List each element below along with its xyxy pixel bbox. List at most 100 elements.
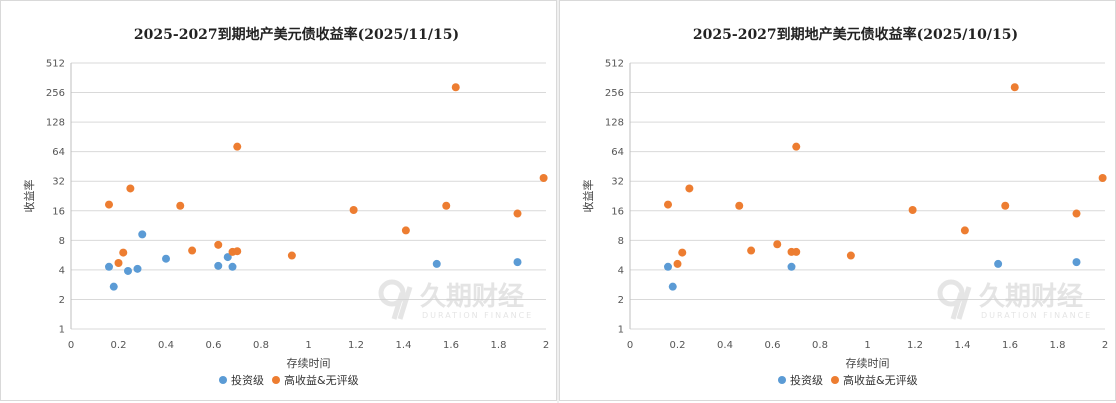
high-yield-point xyxy=(846,251,855,260)
legend-marker-investment-grade xyxy=(778,376,786,384)
x-tick-label: 2 xyxy=(1102,340,1108,351)
watermark-name: 久期财经 xyxy=(420,281,524,312)
high-yield-point xyxy=(747,246,756,255)
legend-label-investment-grade: 投资级 xyxy=(231,373,264,387)
chart-title: 2025-2027到期地产美元债收益率(2025/11/15) xyxy=(134,26,459,43)
y-tick-label: 8 xyxy=(618,236,624,247)
chart-title: 2025-2027到期地产美元债收益率(2025/10/15) xyxy=(693,26,1018,43)
investment-grade-point xyxy=(432,259,441,268)
x-tick-label: 1.4 xyxy=(955,340,971,351)
x-axis-label: 存续时间 xyxy=(846,356,890,370)
high-yield-point xyxy=(119,248,128,257)
high-yield-point xyxy=(792,142,801,151)
investment-grade-point xyxy=(223,253,232,262)
x-tick-label: 1.2 xyxy=(348,340,364,351)
watermark-subtitle: DURATION FINANCE xyxy=(982,389,1093,398)
y-tick-label: 64 xyxy=(52,147,65,158)
investment-grade-point xyxy=(664,262,672,271)
high-yield-point xyxy=(349,205,358,214)
y-tick-label: 128 xyxy=(605,118,624,129)
watermark-subtitle: DURATION FINANCE xyxy=(422,311,533,320)
y-tick-label: 4 xyxy=(59,265,65,276)
legend-label-high-yield: 高收益&无评级 xyxy=(843,373,918,387)
y-tick-label: 16 xyxy=(52,206,65,217)
chart-panel-left: 2025-2027到期地产美元债收益率(2025/11/15) 1 2 4 8 16 32 6… xyxy=(0,0,557,401)
investment-grade-point xyxy=(109,282,118,291)
investment-grade-point xyxy=(214,261,223,270)
legend-marker-investment-grade xyxy=(219,376,227,384)
y-tick-label: 2 xyxy=(618,295,624,306)
high-yield-point xyxy=(960,226,969,235)
y-tick-label: 32 xyxy=(52,177,65,188)
investment-grade-point xyxy=(124,266,132,275)
x-tick-label: 0.6 xyxy=(206,340,222,351)
watermark-name: 久期财经 xyxy=(979,281,1083,312)
y-axis-label: 收益率 xyxy=(581,180,595,213)
y-tick-label: 16 xyxy=(611,206,624,217)
investment-grade-point xyxy=(787,262,796,271)
x-tick-label: 1.6 xyxy=(443,340,459,351)
high-yield-point xyxy=(287,251,296,260)
watermark-logo-ring-icon xyxy=(378,279,406,307)
high-yield-point xyxy=(233,247,242,256)
x-tick-label: 0 xyxy=(68,340,74,351)
watermark-name: 久期财经 xyxy=(980,359,1084,390)
x-tick-label: 2 xyxy=(543,340,549,351)
y-tick-label: 256 xyxy=(46,88,65,99)
x-tick-label: 0.8 xyxy=(253,340,269,351)
x-tick-label: 1.8 xyxy=(491,340,507,351)
high-yield-point xyxy=(773,240,782,249)
investment-grade-point xyxy=(133,264,142,273)
x-tick-label: 0.8 xyxy=(812,340,828,351)
investment-grade-point xyxy=(513,258,522,267)
legend-label-investment-grade: 投资级 xyxy=(790,373,823,387)
investment-grade-point xyxy=(1072,258,1081,267)
y-tick-label: 1 xyxy=(59,325,65,336)
x-tick-label: 0 xyxy=(627,340,633,351)
investment-grade-point xyxy=(994,259,1003,268)
watermark-logo-stroke-icon xyxy=(391,286,413,320)
scatter-chart-2025-11-15: 2025-2027到期地产美元债收益率(2025/11/15) 1 2 4 8 16 32 6… xyxy=(22,26,549,387)
y-axis-label: 收益率 xyxy=(22,180,36,213)
x-tick-label: 0.4 xyxy=(158,340,174,351)
y-tick-label: 8 xyxy=(59,236,65,247)
high-yield-point xyxy=(105,200,113,209)
high-yield-point xyxy=(1001,201,1010,210)
high-yield-point xyxy=(685,184,694,193)
high-yield-point xyxy=(214,240,223,249)
high-yield-point xyxy=(792,247,801,256)
y-tick-label: 128 xyxy=(46,118,65,129)
watermark-logo-ring-icon xyxy=(938,357,966,385)
y-tick-label: 64 xyxy=(611,147,624,158)
scatter-chart-2025-10-15: 2025-2027到期地产美元债收益率(2025/10/15) 1 2 4 8 16 32 6… xyxy=(581,26,1108,387)
x-tick-label: 1.6 xyxy=(1002,340,1018,351)
high-yield-point xyxy=(233,142,242,151)
x-tick-label: 1.4 xyxy=(396,340,412,351)
chart-panel-right: 2025-2027到期地产美元债收益率(2025/10/15) 1 2 4 8 16 32 6… xyxy=(559,0,1116,401)
high-yield-point xyxy=(673,259,682,268)
x-tick-label: 1.2 xyxy=(907,340,923,351)
x-tick-label: 0.2 xyxy=(670,340,686,351)
panel-divider xyxy=(557,0,559,403)
legend-marker-high-yield xyxy=(272,376,280,384)
x-tick-label: 1 xyxy=(305,340,311,351)
y-tick-label: 512 xyxy=(605,59,624,70)
investment-grade-point xyxy=(668,282,677,291)
investment-grade-point xyxy=(138,230,147,239)
high-yield-point xyxy=(442,201,451,210)
x-tick-label: 0.4 xyxy=(717,340,733,351)
high-yield-point xyxy=(678,248,687,257)
x-tick-label: 0.2 xyxy=(111,340,127,351)
watermark-logo-stroke-icon xyxy=(950,286,972,320)
x-axis-label: 存续时间 xyxy=(287,356,331,370)
investment-grade-point xyxy=(228,262,237,271)
x-tick-label: 1 xyxy=(864,340,870,351)
x-tick-label: 0.6 xyxy=(765,340,781,351)
high-yield-point xyxy=(1010,83,1019,92)
high-yield-point xyxy=(401,226,410,235)
high-yield-point xyxy=(1098,174,1107,183)
